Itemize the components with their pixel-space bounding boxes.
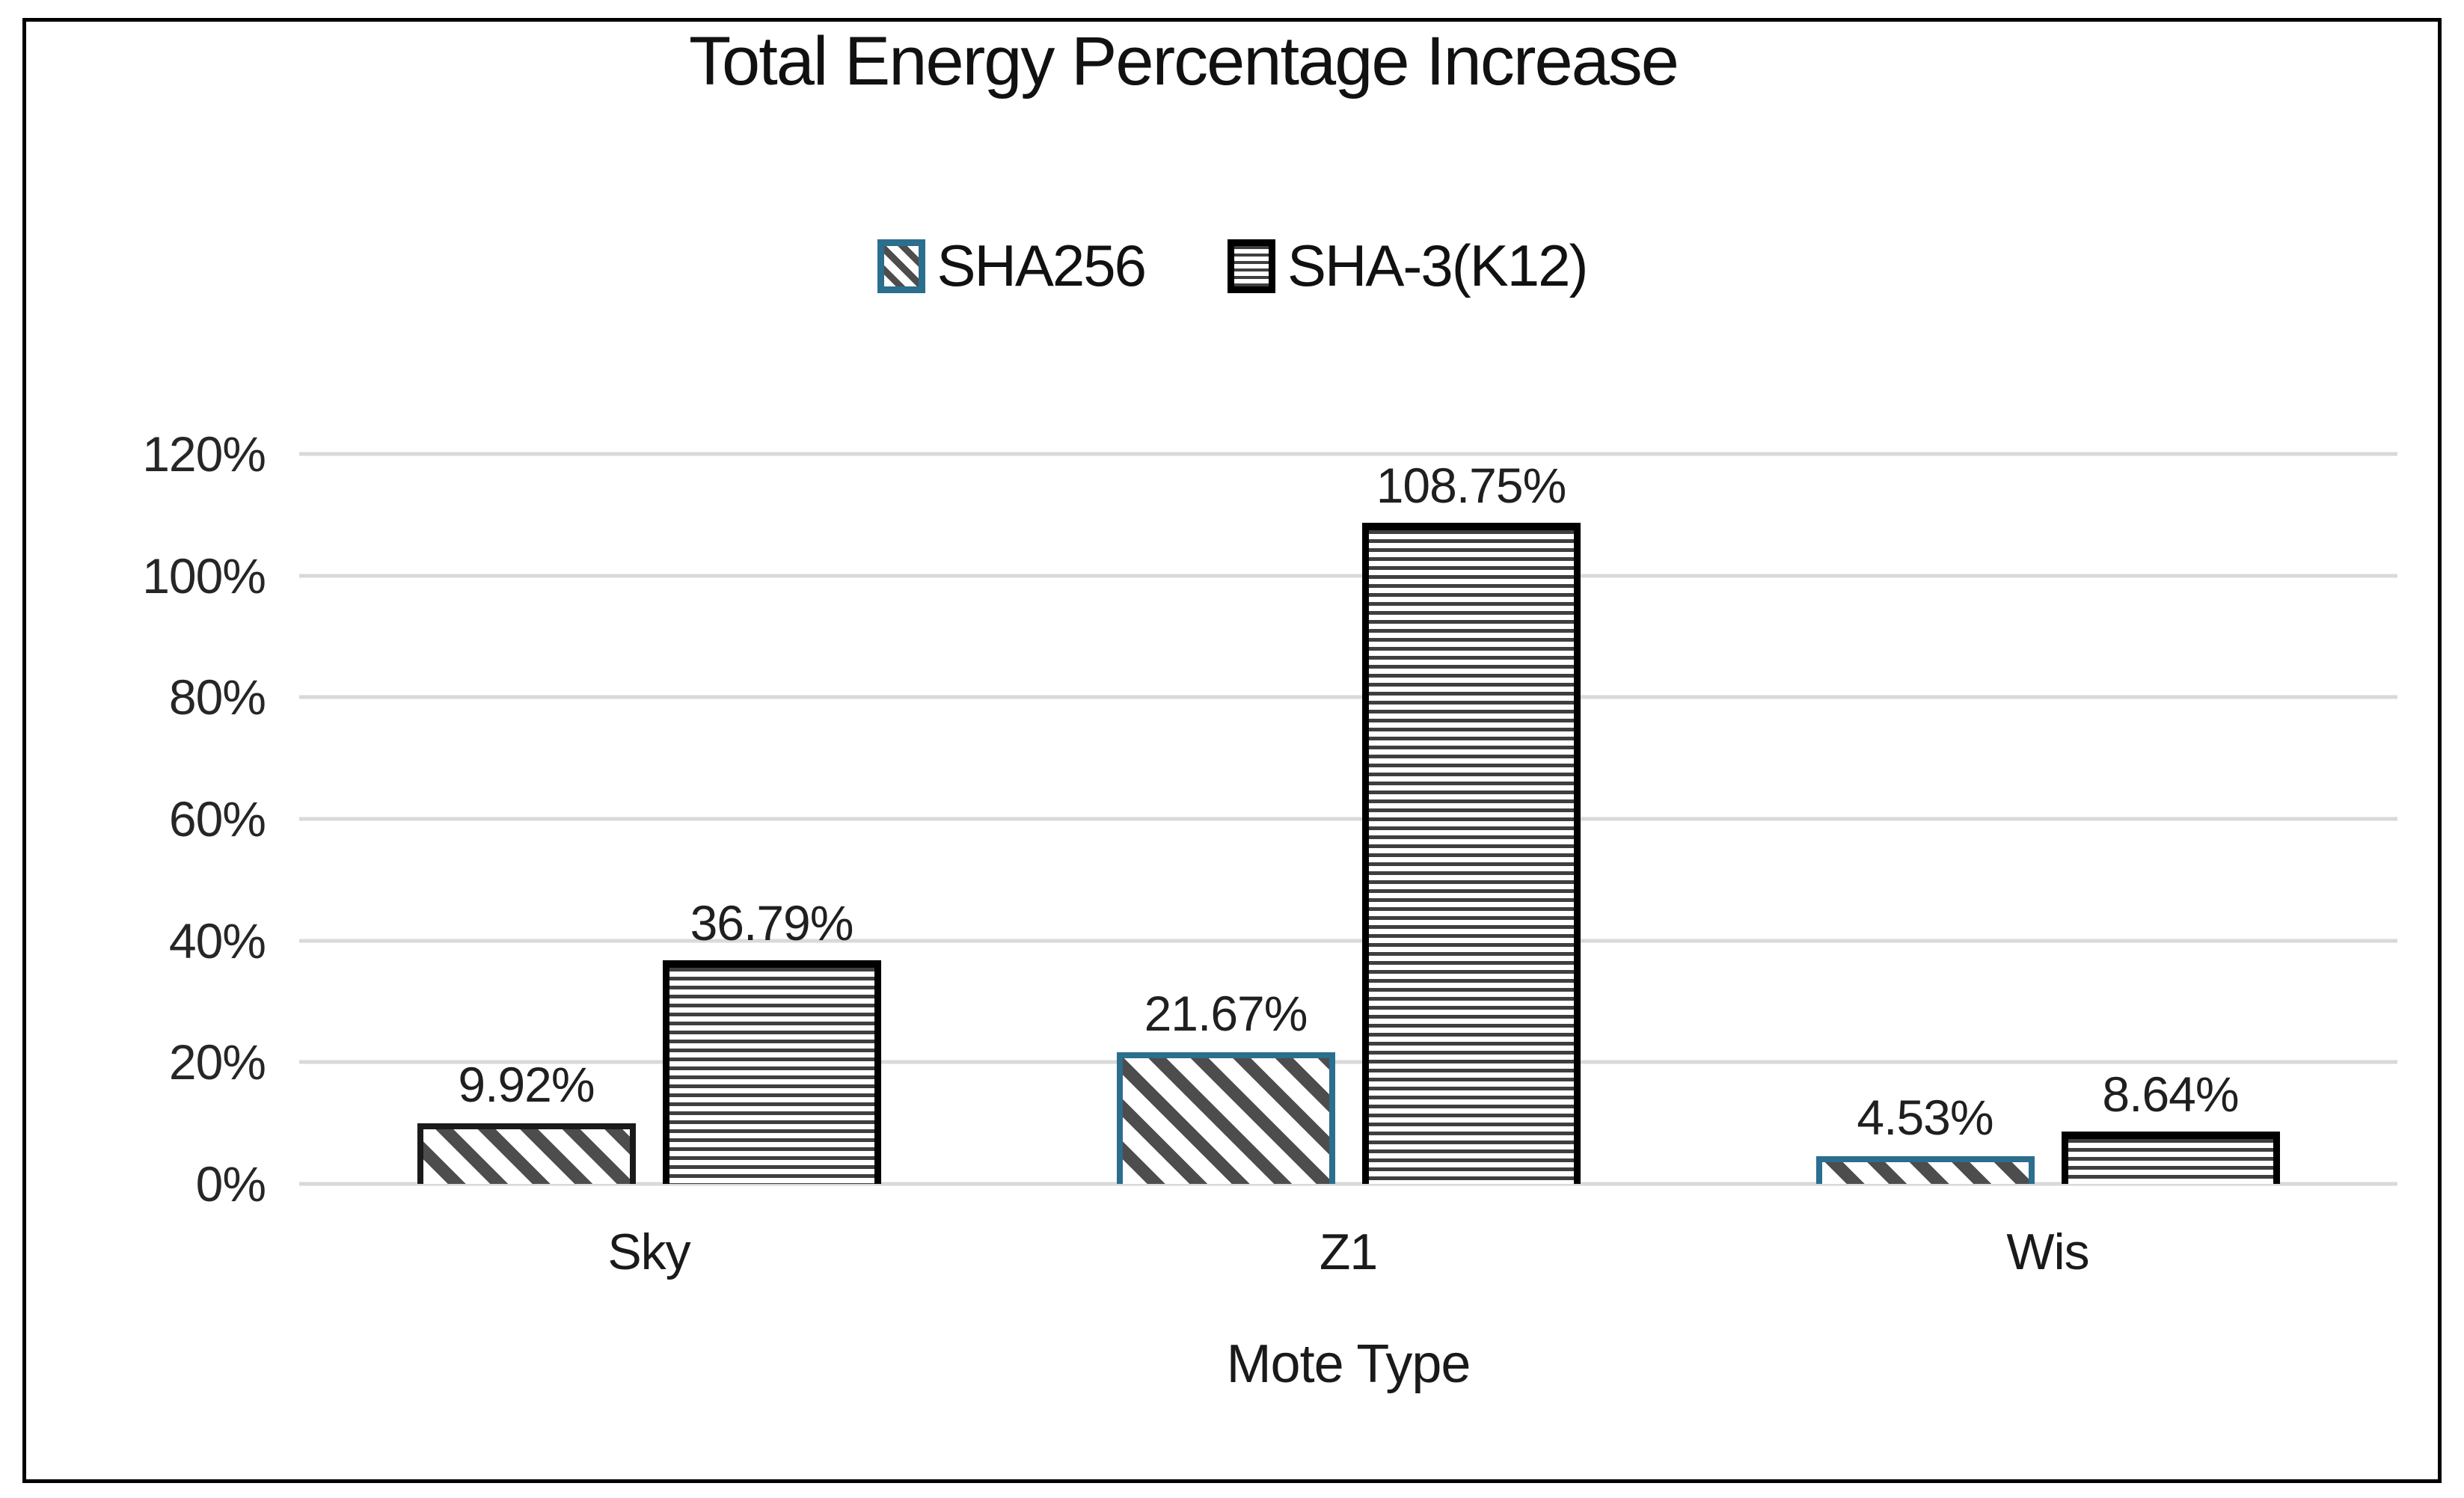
y-tick-60: 60% <box>168 791 266 847</box>
category-label-sky: Sky <box>607 1224 690 1280</box>
category-label-z1: Z1 <box>1319 1224 1378 1280</box>
gridline-100 <box>299 574 2397 578</box>
legend: SHA256 SHA-3(K12) <box>0 232 2464 300</box>
bar-group-sky: 9.92% 36.79% <box>299 454 999 1184</box>
bar-sky-sha3: 36.79% <box>662 895 881 1184</box>
bar-group-z1: 21.67% 108.75% <box>999 454 1698 1184</box>
bar-label-sky-sha3: 36.79% <box>690 894 854 951</box>
gridline-20 <box>299 1060 2397 1064</box>
gridline-80 <box>299 695 2397 699</box>
y-tick-40: 40% <box>168 912 266 969</box>
y-tick-100: 100% <box>142 547 266 604</box>
y-tick-80: 80% <box>168 669 266 725</box>
bar-label-wis-sha3: 8.64% <box>2102 1066 2239 1122</box>
bar-label-z1-sha3: 108.75% <box>1376 457 1567 513</box>
gridline-60 <box>299 817 2397 821</box>
legend-item-sha256: SHA256 <box>877 232 1147 300</box>
y-tick-120: 120% <box>142 426 266 482</box>
bar-label-z1-sha256: 21.67% <box>1144 985 1308 1041</box>
sha3-swatch-icon <box>1228 239 1276 293</box>
category-axis: Sky Z1 Wis <box>299 1223 2397 1281</box>
gridline-40 <box>299 939 2397 943</box>
bar-sky-sha256: 9.92% <box>417 1057 636 1184</box>
bar-label-wis-sha256: 4.53% <box>1857 1090 1993 1146</box>
sha256-swatch-icon <box>877 239 925 293</box>
bar-label-sky-sha256: 9.92% <box>458 1057 595 1113</box>
legend-label-sha256: SHA256 <box>937 233 1147 298</box>
bar-wis-sha3: 8.64% <box>2061 1066 2280 1184</box>
category-label-wis: Wis <box>2006 1224 2089 1280</box>
gridline-0 <box>299 1182 2397 1186</box>
plot-area: 120% 100% 80% 60% 40% 20% 0% 9.92% 36.79… <box>142 426 2397 1394</box>
y-tick-0: 0% <box>195 1156 266 1212</box>
bar-z1-sha256: 21.67% <box>1116 986 1335 1184</box>
bar-z1-sha3: 108.75% <box>1361 458 1581 1184</box>
chart-title: Total Energy Percentage Increase <box>689 23 1679 99</box>
gridline-120 <box>299 452 2397 456</box>
legend-item-sha3: SHA-3(K12) <box>1228 232 1589 300</box>
bar-group-wis: 4.53% 8.64% <box>1698 454 2397 1184</box>
y-tick-20: 20% <box>168 1034 266 1090</box>
legend-label-sha3: SHA-3(K12) <box>1287 233 1588 298</box>
x-axis-title: Mote Type <box>1226 1334 1471 1394</box>
bar-wis-sha256: 4.53% <box>1815 1090 2035 1184</box>
bar-groups: 9.92% 36.79% 21.67% 108.75% 4.53% <box>299 454 2397 1184</box>
